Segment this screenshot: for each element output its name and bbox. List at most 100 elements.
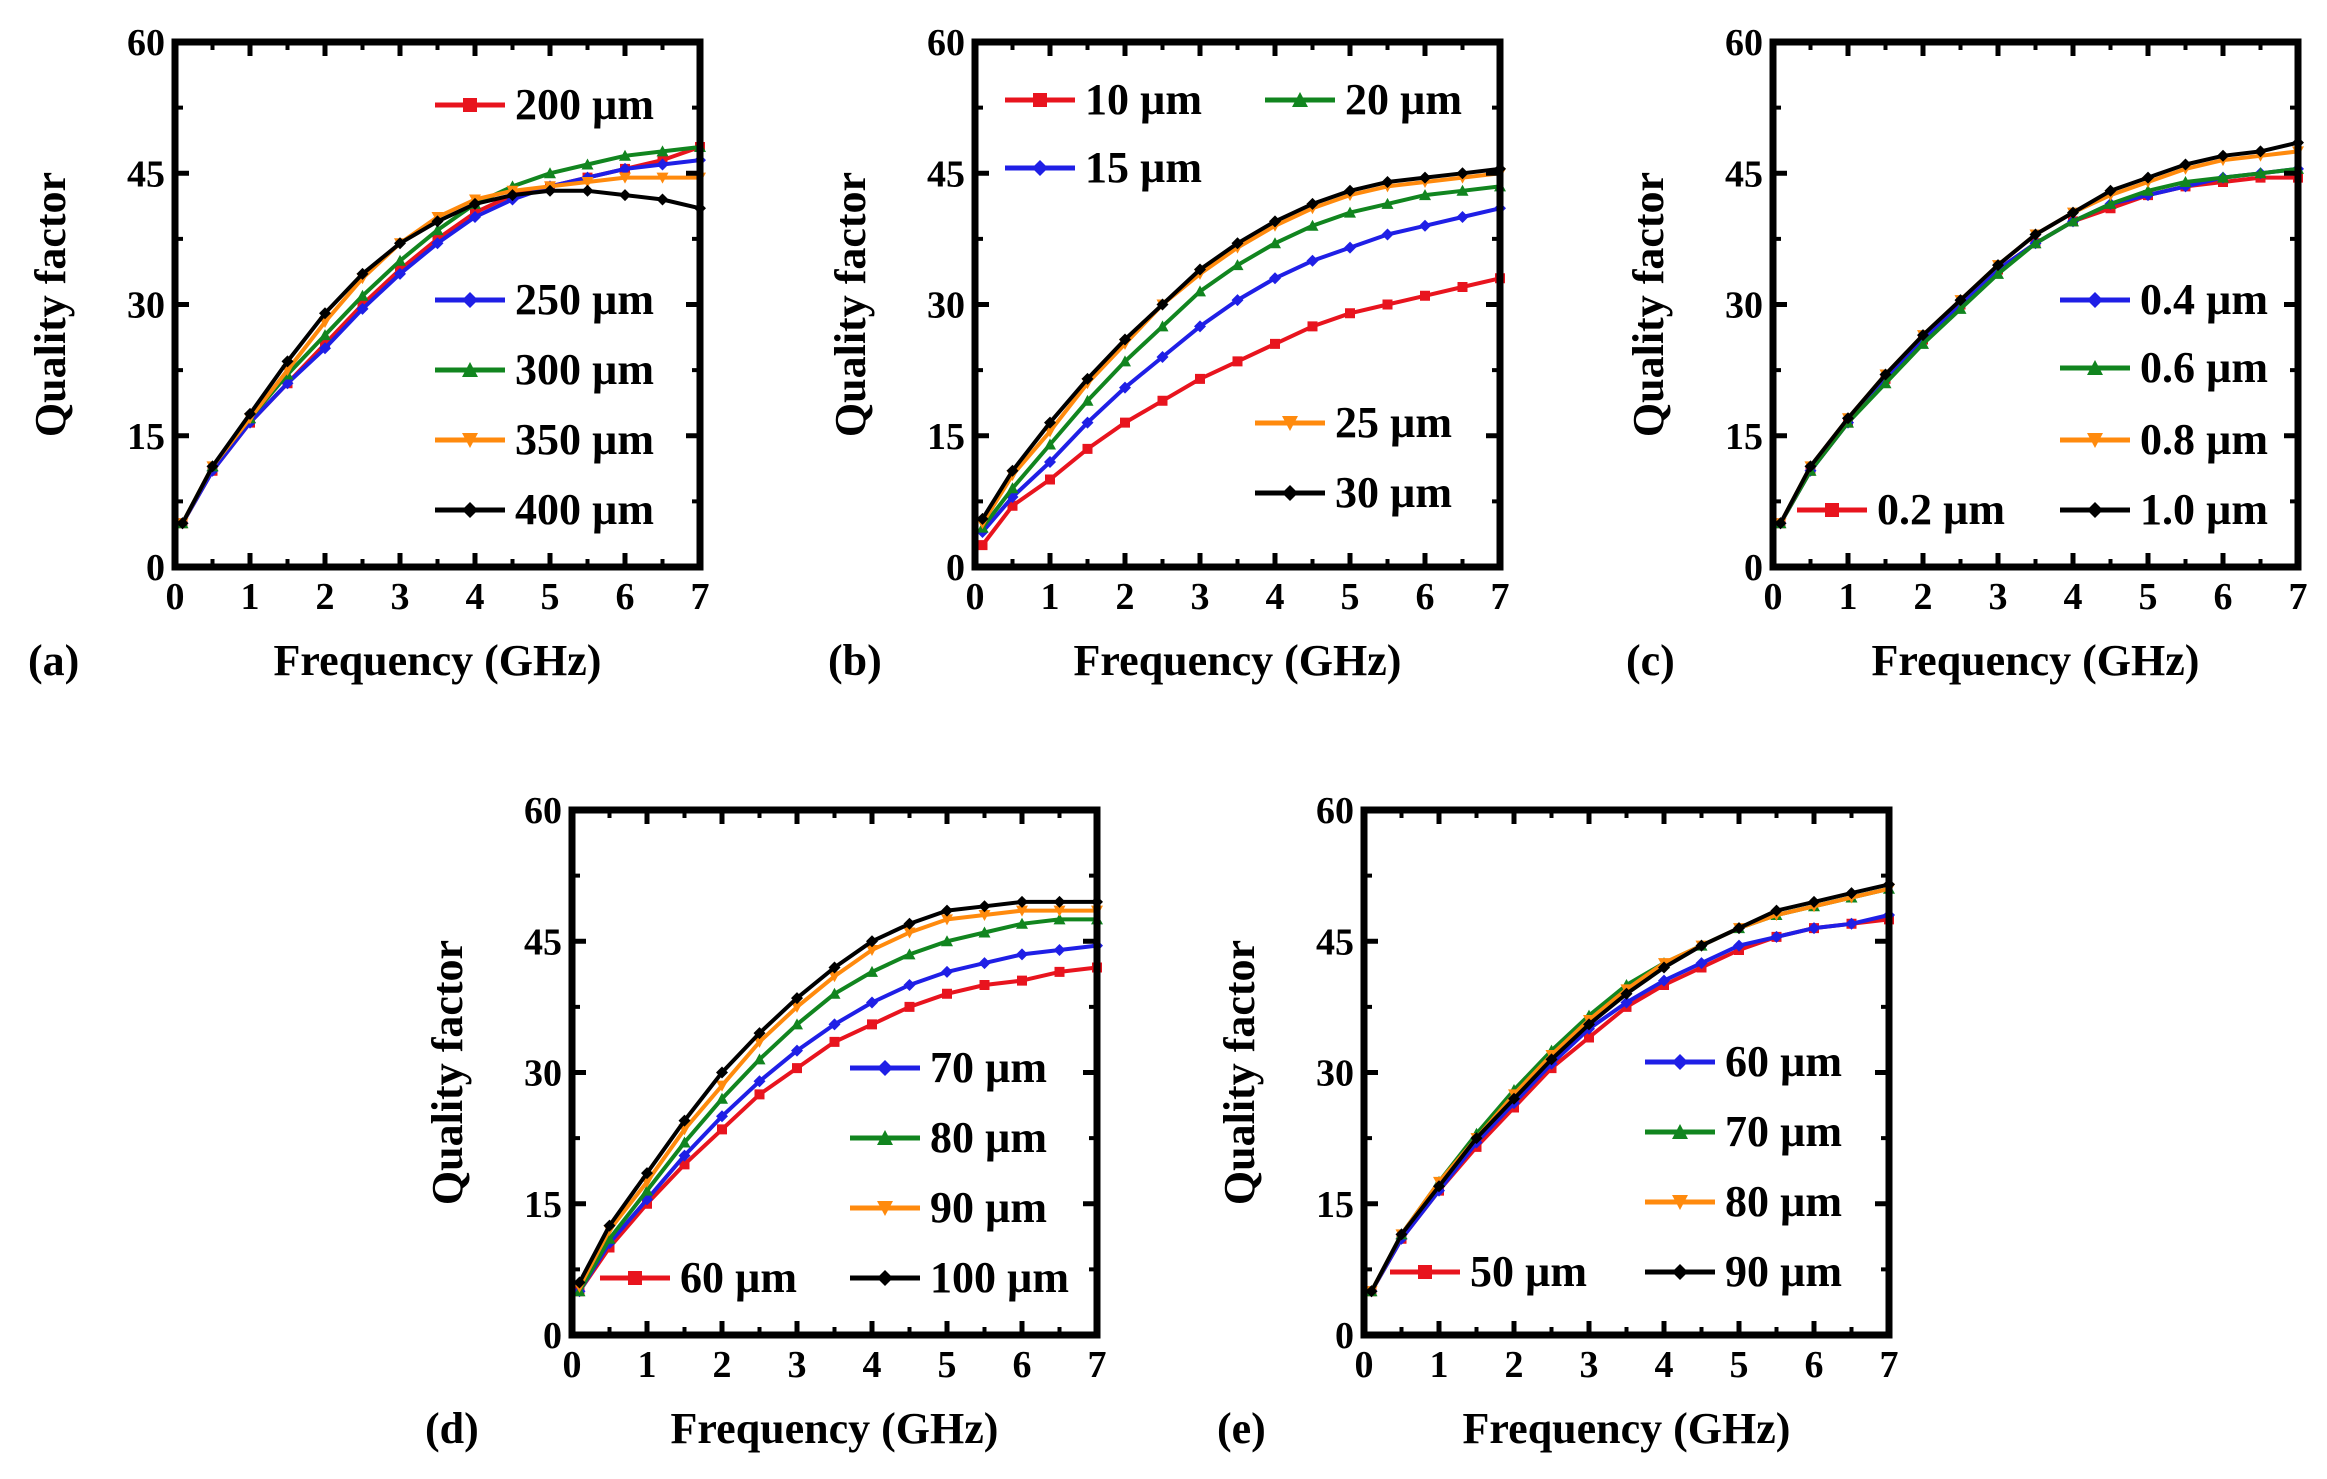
legend-swatch-marker [2087, 292, 2103, 308]
series-line [1369, 913, 1890, 1293]
data-point [206, 460, 219, 473]
legend-entry: 300 µm [435, 345, 654, 394]
y-tick-label: 0 [543, 1315, 562, 1357]
legend-entry: 60 µm [1645, 1037, 1842, 1086]
legend-entry: 80 µm [850, 1113, 1047, 1162]
x-axis-label: Frequency (GHz) [1872, 636, 2200, 685]
legend-label: 80 µm [930, 1113, 1047, 1162]
data-point [828, 971, 841, 983]
x-tick-label: 2 [316, 576, 335, 618]
legend-entry: 30 µm [1255, 468, 1452, 517]
data-point [1419, 171, 1431, 184]
data-point [319, 342, 331, 355]
x-tick-label: 7 [691, 576, 710, 618]
x-tick-label: 1 [1041, 576, 1060, 618]
data-point [2067, 215, 2079, 227]
data-point [1917, 329, 1929, 342]
y-tick-label: 15 [1725, 416, 1763, 458]
data-point [656, 172, 669, 184]
x-tick-label: 4 [1266, 576, 1285, 618]
data-point [619, 162, 631, 175]
x-axis-label: Frequency (GHz) [1463, 1404, 1791, 1453]
x-tick-label: 7 [1880, 1344, 1899, 1386]
data-point [581, 158, 594, 170]
x-tick-label: 5 [1341, 576, 1360, 618]
data-point [1992, 259, 2004, 272]
legend-label: 80 µm [1725, 1177, 1842, 1226]
x-tick-label: 0 [166, 576, 185, 618]
legend-swatch-marker [628, 1271, 642, 1285]
data-point [431, 215, 444, 228]
data-point [791, 1018, 803, 1030]
data-point [754, 1089, 765, 1100]
data-point [2104, 197, 2117, 209]
data-point [1006, 482, 1019, 494]
data-point [1017, 975, 1027, 986]
data-point [1053, 895, 1066, 908]
x-tick-label: 4 [863, 1344, 882, 1386]
data-point [1433, 1180, 1445, 1193]
data-point [581, 177, 594, 188]
legend-label: 25 µm [1335, 398, 1452, 447]
legend-label: 250 µm [515, 275, 654, 324]
data-point [1954, 294, 1967, 307]
x-tick-label: 1 [1839, 576, 1858, 618]
y-axis-label: Quality factor [1624, 172, 1673, 437]
y-tick-label: 15 [1316, 1184, 1354, 1226]
data-point [903, 927, 916, 939]
x-tick-label: 5 [541, 576, 560, 618]
x-tick-label: 5 [938, 1344, 957, 1386]
x-tick-label: 4 [1655, 1344, 1674, 1386]
legend-label: 1.0 µm [2140, 485, 2268, 534]
y-tick-label: 45 [127, 153, 165, 195]
legend-entry: 0.2 µm [1797, 485, 2005, 534]
data-point [469, 197, 481, 210]
data-point [394, 267, 406, 280]
data-point [1584, 1032, 1594, 1043]
data-point [1081, 416, 1094, 429]
y-tick-label: 60 [927, 22, 965, 64]
data-point [1845, 887, 1858, 900]
x-tick-label: 7 [1088, 1344, 1107, 1386]
y-tick-label: 30 [927, 285, 965, 327]
data-point [1269, 272, 1281, 285]
panel-label: (b) [828, 636, 882, 685]
data-point [2179, 158, 2192, 171]
data-point [1270, 338, 1280, 349]
data-point [1545, 1053, 1558, 1066]
data-point [1232, 356, 1243, 367]
data-point [1156, 351, 1169, 363]
legend-entry: 60 µm [600, 1253, 797, 1302]
legend-swatch-marker [1033, 93, 1047, 107]
series-line [1778, 149, 2299, 525]
data-point [1457, 282, 1468, 292]
x-tick-label: 2 [1914, 576, 1933, 618]
legend-entry: 0.6 µm [2060, 343, 2268, 392]
panel-label: (e) [1217, 1404, 1266, 1453]
legend-label: 400 µm [515, 485, 654, 534]
legend-entry: 15 µm [1005, 143, 1202, 192]
legend-entry: 80 µm [1645, 1177, 1842, 1226]
x-tick-label: 1 [241, 576, 260, 618]
data-point [656, 145, 669, 157]
data-point [1053, 913, 1066, 925]
x-axis-label: Frequency (GHz) [274, 636, 602, 685]
data-point [1583, 1018, 1595, 1031]
data-point [1804, 460, 1817, 473]
series-line [1369, 882, 1890, 1293]
data-point [1306, 254, 1319, 267]
x-tick-label: 6 [1013, 1344, 1032, 1386]
panel-label: (c) [1626, 636, 1675, 685]
legend-label: 90 µm [1725, 1247, 1842, 1296]
series-line [1369, 886, 1890, 1293]
data-point [1231, 237, 1244, 250]
data-point [1081, 372, 1094, 385]
y-tick-label: 0 [1335, 1315, 1354, 1357]
data-point [716, 1092, 728, 1104]
series-line [1369, 886, 1890, 1293]
data-point [1345, 308, 1355, 319]
x-tick-label: 6 [1805, 1344, 1824, 1386]
legend-swatch-marker [1282, 485, 1298, 501]
